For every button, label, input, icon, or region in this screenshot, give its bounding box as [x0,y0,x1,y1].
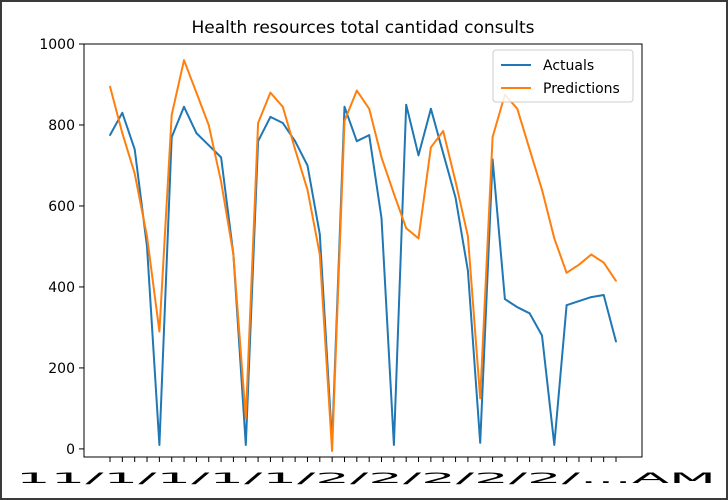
data-point-actuals [306,164,309,167]
data-point-actuals [454,196,457,199]
legend: Actuals Predictions [492,49,634,103]
data-point-predictions [565,271,568,274]
data-point-predictions [133,172,136,175]
data-point-actuals [405,103,408,106]
data-point-actuals [343,105,346,108]
series-line-actuals [109,103,617,446]
data-point-predictions [429,146,432,149]
data-point-predictions [516,107,519,110]
data-point-actuals [615,340,617,343]
data-point-predictions [578,263,580,266]
data-point-predictions [244,417,247,420]
data-point-predictions [306,188,309,191]
data-point-actuals [516,306,519,309]
data-point-actuals [417,154,420,157]
data-point-actuals [578,300,580,303]
data-point-predictions [615,279,617,282]
data-point-actuals [109,134,111,137]
data-point-actuals [318,233,321,236]
y-tick-label: 800 [48,118,75,134]
data-point-actuals [380,217,383,220]
plot-border [83,43,643,458]
data-point-predictions [380,156,383,159]
data-point-predictions [602,261,605,264]
data-point-actuals [541,334,543,337]
data-point-predictions [417,237,420,240]
data-point-actuals [121,111,124,114]
data-point-actuals [244,443,247,446]
data-point-actuals [195,132,198,134]
data-point-actuals [442,152,445,155]
data-point-actuals [602,294,605,296]
data-point-predictions [257,122,259,124]
data-point-actuals [294,140,297,143]
y-tick-label: 0 [66,442,75,458]
data-point-predictions [553,237,556,240]
data-point-actuals [207,144,210,147]
data-point-predictions [109,85,111,88]
data-point-actuals [553,443,556,446]
series-line-predictions [109,59,617,452]
data-point-actuals [133,148,136,151]
y-tick-label: 600 [48,199,75,215]
y-tick-label: 400 [48,280,75,296]
data-point-actuals [528,312,531,315]
data-point-predictions [183,59,185,62]
plot-area: 0 200 400 600 800 1000 11/1/1/1/1/2/2/2/2/2/..… [16,37,716,487]
data-point-actuals [158,443,161,446]
data-point-predictions [343,120,346,122]
data-point-predictions [146,235,148,238]
data-point-predictions [170,113,173,116]
data-point-actuals [281,122,284,124]
data-point-predictions [454,180,457,183]
data-point-predictions [294,148,297,151]
data-point-predictions [392,192,395,195]
y-tick-label: 1000 [39,37,75,53]
data-point-actuals [504,298,506,300]
data-point-predictions [541,188,543,191]
data-point-predictions [355,89,358,92]
data-point-predictions [195,91,198,94]
data-point-actuals [392,443,395,446]
data-point-actuals [269,115,272,118]
data-point-actuals [467,269,469,272]
chart-title: Health resources total cantidad consults [191,18,534,38]
data-point-predictions [331,450,334,452]
y-tick-label: 200 [48,361,75,377]
data-point-predictions [281,105,284,108]
data-point-predictions [269,91,272,94]
data-point-predictions [590,253,593,256]
data-point-predictions [528,148,531,151]
data-point-predictions [158,330,161,333]
data-point-actuals [220,156,222,159]
legend-label-actuals: Actuals [543,58,594,74]
data-point-predictions [491,136,494,139]
data-point-predictions [121,132,124,134]
data-point-actuals [183,105,185,108]
x-tick-labels: 11/1/1/1/1/2/2/2/2/2/...AM [16,471,716,487]
data-point-actuals [565,304,568,307]
data-point-predictions [207,124,210,126]
data-point-actuals [429,107,432,110]
data-point-predictions [220,180,222,183]
data-point-actuals [355,140,358,143]
data-point-predictions [405,227,408,230]
data-point-predictions [368,107,371,110]
legend-label-predictions: Predictions [543,81,620,97]
data-point-actuals [368,134,371,137]
data-point-actuals [479,441,482,444]
data-point-predictions [232,253,235,256]
data-point-predictions [467,235,469,238]
data-point-predictions [479,397,482,400]
data-point-actuals [590,296,593,298]
data-point-predictions [442,130,445,132]
data-point-predictions [318,253,321,256]
